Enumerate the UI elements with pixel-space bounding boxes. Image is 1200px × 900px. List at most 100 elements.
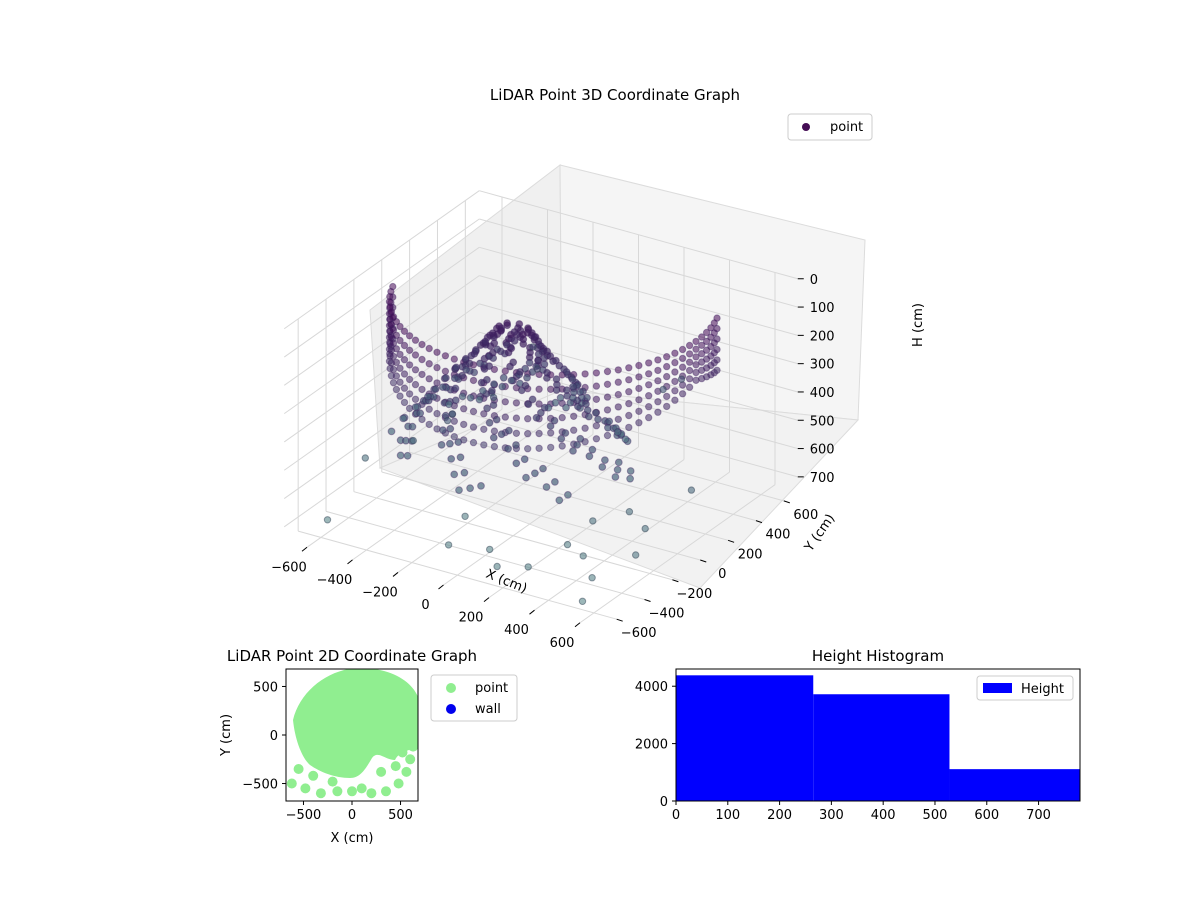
- y-tick-label-hist: 0: [660, 795, 668, 810]
- point-3d: [685, 350, 694, 358]
- grid-line: [579, 484, 776, 624]
- point-3d: [519, 330, 527, 339]
- point-2d: [397, 747, 408, 758]
- point-3d: [400, 341, 409, 350]
- point-3d: [479, 386, 487, 395]
- point-3d: [663, 402, 671, 411]
- point-3d: [671, 358, 679, 367]
- point-3d: [645, 403, 653, 411]
- point-2d: [300, 783, 311, 794]
- point-3d: [389, 313, 398, 321]
- point-3d: [477, 482, 485, 490]
- grid-line: [479, 218, 798, 308]
- point-3d: [389, 326, 398, 334]
- point-3d: [625, 364, 633, 372]
- point-3d: [592, 369, 601, 377]
- axes-frame-hist: [675, 668, 1081, 802]
- point-3d: [418, 355, 426, 364]
- point-3d: [461, 354, 470, 363]
- point-3d: [537, 408, 545, 417]
- point-3d: [448, 410, 457, 418]
- point-3d: [450, 417, 458, 425]
- point-3d: [692, 361, 700, 369]
- y-tick-label-2d: 0: [270, 729, 278, 744]
- point-3d: [485, 362, 494, 371]
- grid-line: [283, 275, 480, 415]
- y-tick-label-3d: 400: [766, 528, 791, 543]
- point-3d: [625, 376, 633, 384]
- point-3d: [425, 405, 433, 413]
- point-3d: [425, 420, 433, 429]
- point-3d: [678, 381, 687, 389]
- point-3d: [562, 403, 570, 412]
- point-3d: [411, 336, 420, 344]
- point-3d: [501, 367, 509, 375]
- grid-line: [283, 360, 480, 499]
- point-2d: [408, 741, 418, 752]
- point-3d: [603, 367, 612, 376]
- point-3d: [578, 597, 587, 605]
- z-tick-label-3d: 500: [810, 414, 835, 429]
- point-3d: [663, 372, 671, 381]
- point-3d: [603, 406, 612, 414]
- point-3d: [713, 335, 721, 343]
- point-3d: [517, 386, 526, 395]
- point-3d: [535, 429, 543, 438]
- chart-3d-scatter: LiDAR Point 3D Coordinate Graph −600 −400…: [271, 86, 926, 651]
- point-2d: [405, 754, 416, 765]
- point-3d: [425, 344, 433, 353]
- point-3d: [592, 395, 601, 403]
- point-3d: [543, 368, 551, 377]
- point-3d: [469, 376, 478, 385]
- x-tick-mark-3d: [529, 609, 535, 615]
- point-3d: [568, 375, 577, 384]
- x-tick-label-hist: 600: [974, 808, 999, 823]
- point-3d: [585, 452, 594, 461]
- point-3d: [400, 384, 409, 392]
- point-3d: [396, 451, 405, 460]
- point-3d: [447, 455, 456, 463]
- point-3d: [550, 416, 559, 425]
- x-tick-mark-3d: [347, 559, 353, 565]
- grid-line: [488, 459, 685, 599]
- point-3d: [466, 393, 475, 402]
- chart-2d-scatter: LiDAR Point 2D Coordinate Graph −500−500…: [219, 647, 518, 846]
- point-3d: [503, 319, 512, 328]
- point-3d: [411, 366, 420, 374]
- point-3d: [562, 368, 571, 376]
- point-3d: [654, 377, 662, 385]
- point-3d: [509, 358, 518, 367]
- point-3d: [605, 417, 614, 426]
- x-axis-label-3d: X (cm): [484, 567, 529, 597]
- point-3d: [677, 375, 686, 383]
- z-axis-label-3d: H (cm): [911, 303, 926, 347]
- point-2d: [327, 776, 338, 787]
- point-3d: [678, 363, 687, 371]
- point-3d: [480, 441, 488, 449]
- point-3d: [625, 508, 634, 516]
- point-3d: [685, 366, 694, 375]
- point-3d: [405, 361, 414, 369]
- x-tick-label-3d: −400: [317, 573, 353, 588]
- point-3d: [444, 541, 453, 549]
- point-3d: [389, 379, 398, 387]
- point-3d: [635, 384, 643, 393]
- point-3d: [490, 365, 499, 374]
- grid-line: [283, 190, 480, 330]
- point-3d: [400, 327, 409, 335]
- y-tick-mark-3d: [700, 559, 707, 563]
- point-3d: [498, 382, 507, 391]
- chart-3d-title: LiDAR Point 3D Coordinate Graph: [490, 86, 740, 104]
- point-3d: [685, 383, 694, 391]
- x-axis-ticks-3d: −600 −400 −200 0 200 400 600: [271, 546, 581, 651]
- point-3d: [614, 415, 622, 423]
- point-3d: [614, 458, 623, 467]
- point-3d: [455, 486, 463, 495]
- point-3d: [524, 445, 532, 453]
- point-3d: [601, 456, 609, 465]
- point-3d: [389, 352, 398, 361]
- point-3d: [625, 388, 633, 396]
- point-3d: [625, 411, 633, 420]
- point-3d: [442, 374, 450, 382]
